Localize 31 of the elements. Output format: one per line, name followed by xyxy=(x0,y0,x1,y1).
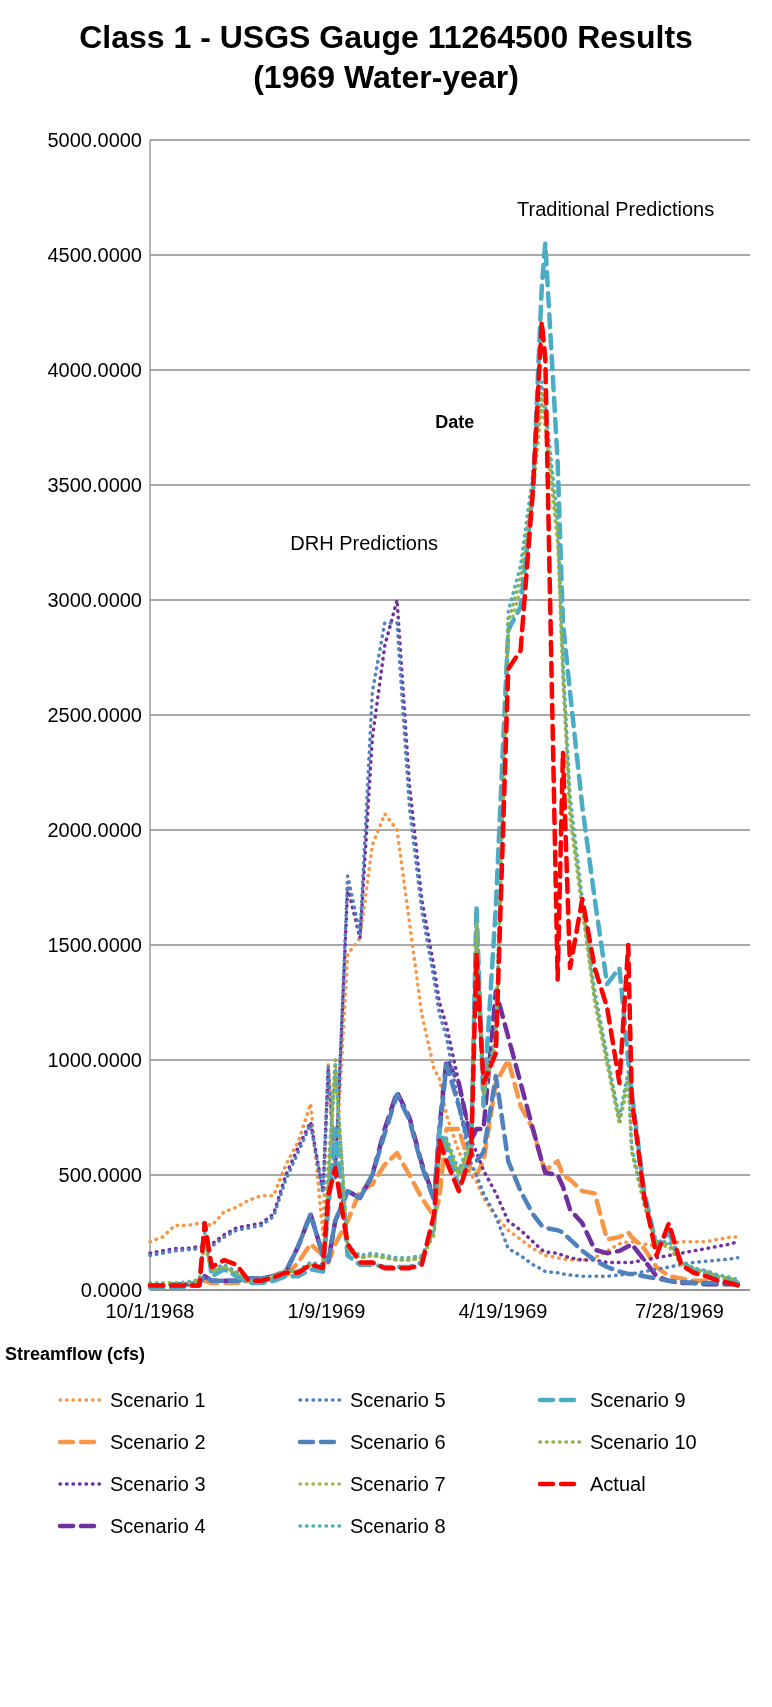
x-tick-label: 7/28/1969 xyxy=(634,1300,724,1322)
y-tick-label: 3500.0000 xyxy=(47,474,142,496)
legend-label: Scenario 7 xyxy=(350,1473,446,1495)
y-tick-label: 1500.0000 xyxy=(47,934,142,956)
legend-label: Scenario 1 xyxy=(110,1389,206,1411)
y-tick-label: 4000.0000 xyxy=(47,359,142,381)
legend-label: Scenario 6 xyxy=(350,1431,446,1453)
y-tick-label: 0.0000 xyxy=(80,1279,142,1301)
x-tick-label: 1/9/1969 xyxy=(287,1300,366,1322)
y-tick-label: 4500.0000 xyxy=(47,244,142,266)
y-tick-label: 1000.0000 xyxy=(47,1049,142,1071)
chart-title: Class 1 - USGS Gauge 11264500 Results (1969 Water-year) xyxy=(79,19,693,95)
y-tick-label: 3000.0000 xyxy=(47,589,142,611)
legend-label: Scenario 2 xyxy=(110,1431,206,1453)
x-tick-label: 10/1/1968 xyxy=(105,1300,195,1322)
y-tick-label: 2000.0000 xyxy=(47,819,142,841)
legend-label: Scenario 8 xyxy=(350,1515,446,1537)
y-tick-label: 500.0000 xyxy=(58,1164,142,1186)
y-tick-label: 2500.0000 xyxy=(47,704,142,726)
legend-label: Scenario 4 xyxy=(110,1515,206,1537)
legend-label: Scenario 9 xyxy=(590,1389,686,1411)
legend-label: Actual xyxy=(590,1473,646,1495)
x-axis-title: Date xyxy=(435,411,475,432)
legend-label: Scenario 5 xyxy=(350,1389,446,1411)
legend-label: Scenario 10 xyxy=(590,1431,697,1453)
annotation: DRH Predictions xyxy=(290,531,439,554)
x-tick-label: 4/19/1969 xyxy=(458,1300,548,1322)
y-tick-label: 5000.0000 xyxy=(47,129,142,151)
legend-label: Scenario 3 xyxy=(110,1473,206,1495)
y-axis-title: Streamflow (cfs) xyxy=(4,1344,146,1364)
annotation: Traditional Predictions xyxy=(517,198,715,220)
